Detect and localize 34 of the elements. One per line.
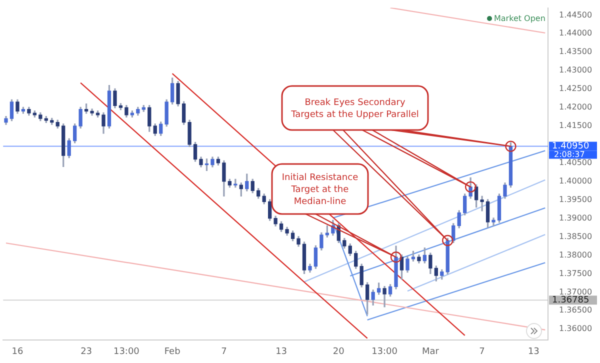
annotation: Initial Resistance Target at the Median-line — [282, 173, 359, 207]
ref-line-label: 1.40950 — [552, 142, 590, 152]
ref-line-label: 1.36785 — [552, 295, 590, 306]
text: 2:08:37 — [554, 150, 585, 159]
x-tick-label: Mar — [422, 346, 440, 357]
annotation: Market Open — [494, 14, 546, 24]
x-tick-label: 7 — [221, 346, 227, 357]
y-tick-label: 1.40500 — [559, 158, 592, 167]
y-tick-label: 1.36500 — [559, 306, 592, 315]
y-tick-label: 1.43000 — [559, 66, 592, 75]
x-tick-label: Feb — [164, 346, 181, 357]
x-tick-label: 13:00 — [372, 346, 398, 357]
x-tick-label: 20 — [332, 346, 345, 357]
y-tick-label: 1.38500 — [559, 232, 592, 241]
x-tick-label: 13 — [528, 346, 540, 357]
y-tick-label: 1.42500 — [559, 84, 592, 94]
y-tick-label: 1.37000 — [559, 287, 592, 296]
y-tick-label: 1.38000 — [559, 250, 592, 260]
y-tick-label: 1.37500 — [559, 268, 592, 278]
y-tick-label: 1.36000 — [559, 324, 592, 334]
x-tick-label: 13:00 — [113, 346, 140, 357]
y-tick-label: 1.39500 — [559, 194, 592, 204]
y-tick-label: 1.44500 — [559, 10, 592, 20]
y-tick-label: 1.40000 — [559, 176, 592, 186]
y-tick-label: 1.41500 — [559, 121, 592, 130]
y-tick-label: 1.42000 — [559, 102, 592, 112]
y-tick-label: 1.44000 — [559, 28, 592, 38]
x-tick-label: 7 — [479, 346, 485, 357]
annotation: Break Eyes Secondary Targets at the Upper Parallel — [290, 98, 419, 120]
y-tick-label: 1.43500 — [559, 47, 592, 56]
x-tick-label: 16 — [12, 346, 24, 357]
x-tick-label: 23 — [80, 346, 92, 357]
x-tick-label: 13 — [276, 346, 288, 357]
y-tick-label: 1.39000 — [559, 213, 592, 222]
